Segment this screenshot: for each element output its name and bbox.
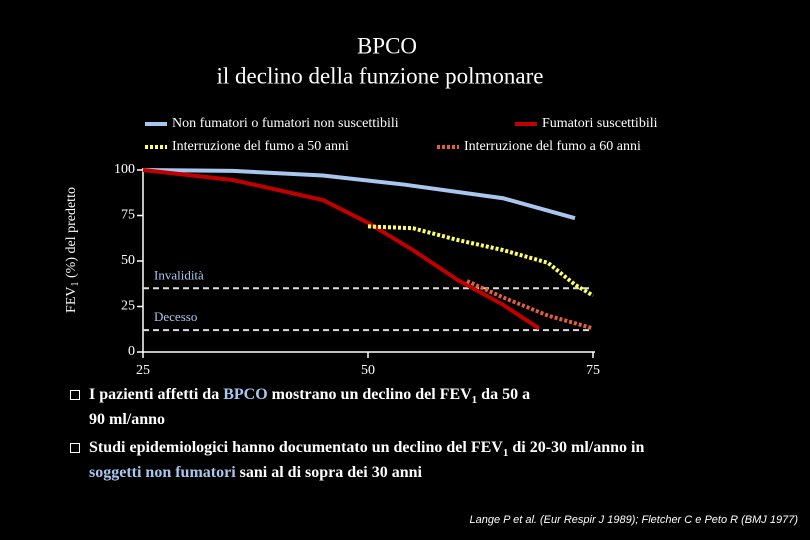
reference-label: Invalidità bbox=[154, 267, 204, 282]
x-tick-label: 25 bbox=[136, 363, 150, 378]
bullet-segment: soggetti non fumatori bbox=[89, 464, 236, 482]
y-label-text: FEV bbox=[64, 287, 79, 313]
bullet-segment: 1 bbox=[502, 447, 509, 460]
bullet-segment: mostrano un declino del FEV bbox=[267, 386, 472, 403]
x-tick-label: 75 bbox=[586, 363, 600, 378]
series-line bbox=[466, 279, 594, 331]
bullet-marker bbox=[70, 390, 80, 400]
y-label-sub: 1 bbox=[70, 282, 81, 287]
bullet-segment: Studi epidemiologici hanno documentato u… bbox=[89, 439, 503, 456]
y-tick-label: 100 bbox=[114, 162, 135, 177]
citation: Lange P et al. (Eur Respir J 1989); Flet… bbox=[469, 514, 798, 526]
legend-label: Interruzione del fumo a 60 anni bbox=[464, 139, 641, 154]
bullet-text: I pazienti affetti da BPCO mostrano un d… bbox=[89, 385, 539, 429]
bullet-text: Studi epidemiologici hanno documentato u… bbox=[89, 438, 649, 482]
legend-label: Non fumatori o fumatori non suscettibili bbox=[172, 116, 399, 131]
reference-label: Decesso bbox=[154, 309, 197, 324]
series-line bbox=[142, 168, 541, 331]
bullet-segment: BPCO bbox=[223, 386, 268, 403]
y-tick-label: 0 bbox=[128, 344, 135, 359]
y-tick-label: 25 bbox=[121, 299, 135, 314]
series-line bbox=[142, 168, 576, 221]
bullet-segment: 1 bbox=[471, 394, 478, 407]
x-tick-label: 50 bbox=[361, 363, 375, 378]
bullet-segment: I pazienti affetti da bbox=[89, 386, 224, 403]
y-tick-label: 50 bbox=[121, 253, 135, 268]
legend-label: Interruzione del fumo a 50 anni bbox=[172, 139, 349, 154]
y-label-text: (%) del predetto bbox=[64, 187, 79, 281]
chart: BPCO il declino della funzione polmonare… bbox=[64, 33, 658, 378]
chart-subtitle: il declino della funzione polmonare bbox=[217, 63, 544, 88]
legend-label: Fumatori suscettibili bbox=[542, 116, 658, 131]
bullet-segment: di 20-30 ml/anno in bbox=[508, 439, 645, 456]
series-line bbox=[367, 224, 595, 298]
bullet-marker bbox=[70, 443, 80, 453]
bullet-segment: sani al di sopra dei 30 anni bbox=[235, 464, 422, 482]
chart-title: BPCO bbox=[357, 33, 417, 58]
y-tick-label: 75 bbox=[121, 208, 135, 223]
bullet-segment: da 50 a 90 ml/anno bbox=[89, 386, 531, 429]
y-axis-label: FEV1 (%) del predetto bbox=[64, 187, 81, 313]
